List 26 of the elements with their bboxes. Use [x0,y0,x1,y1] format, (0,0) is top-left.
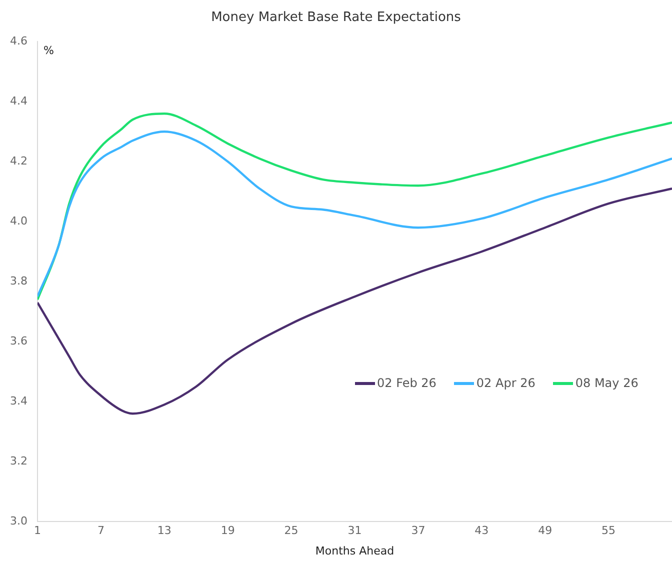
line-series [37,188,672,415]
y-tick-label: 4.2 [10,154,28,168]
x-tick-label: 13 [157,524,172,538]
x-axis-title: Months Ahead [315,544,394,558]
y-tick-label: 4.6 [10,34,28,48]
x-tick-label: 43 [474,524,489,538]
x-tick-label: 19 [220,524,235,538]
y-tick-label: 4.0 [10,214,28,228]
x-tick-label: 37 [411,524,426,538]
x-tick-label: 25 [284,524,298,538]
y-tick-label: 3.4 [10,394,28,408]
y-tick-label: 4.4 [10,94,28,108]
legend-label: 02 Apr 26 [476,376,536,390]
y-axis-title: % [43,44,54,57]
x-tick-label: 49 [538,524,552,538]
x-tick-label: 1 [34,524,41,538]
x-tick-label: 7 [97,524,104,538]
x-tick-label: 31 [348,524,362,538]
legend-label: 02 Feb 26 [377,376,436,390]
y-tick-label: 3.8 [10,274,28,288]
chart-title: Money Market Base Rate Expectations [211,10,462,26]
legend-label: 08 May 26 [575,376,638,390]
y-tick-label: 3.0 [10,514,28,528]
y-tick-label: 3.2 [10,454,28,468]
x-tick-label: 55 [602,524,616,538]
y-tick-label: 3.6 [10,334,28,348]
